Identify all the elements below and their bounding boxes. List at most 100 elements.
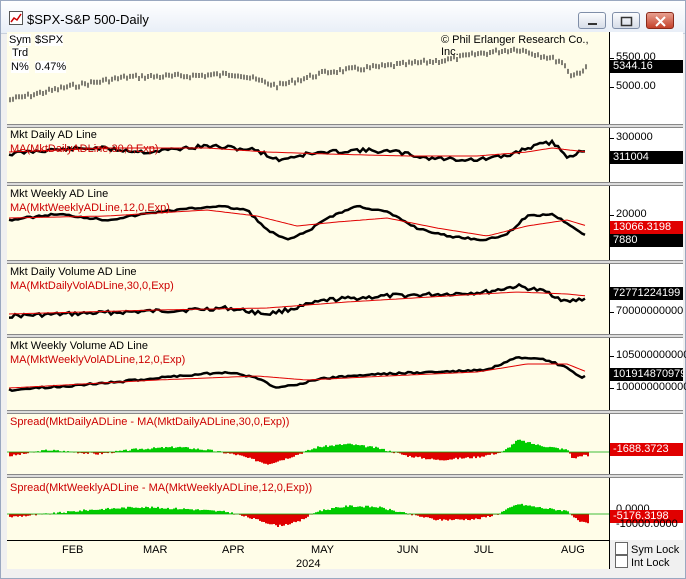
- spread-daily-bar: [83, 452, 85, 454]
- weekly-vol-plot[interactable]: Mkt Weekly Volume AD Line MA(MktWeeklyVo…: [7, 338, 610, 412]
- spread-daily-plot[interactable]: Spread(MktDailyADLine - MA(MktDailyADLin…: [7, 414, 610, 476]
- spread-daily-bar: [337, 444, 339, 452]
- int-lock-checkbox[interactable]: Int Lock: [615, 555, 670, 569]
- spread-daily-bar: [291, 452, 293, 458]
- spread-weekly-bar: [71, 511, 73, 514]
- date-axis[interactable]: FEB MAR APR MAY JUN JUL AUG 2024: [7, 540, 610, 570]
- daily-vol-plot[interactable]: Mkt Daily Volume AD Line MA(MktDailyVolA…: [7, 264, 610, 336]
- spread-weekly-bar: [415, 514, 417, 516]
- spread-weekly-bar: [35, 514, 37, 516]
- chart-app-icon: [9, 11, 23, 25]
- spread-daily-bar: [405, 452, 407, 456]
- spread-daily-bar: [447, 452, 449, 461]
- spread-daily-bar: [23, 452, 25, 454]
- spread-weekly-bar: [195, 509, 197, 514]
- spread-daily-bar: [427, 452, 429, 460]
- sym-lock-checkbox[interactable]: Sym Lock: [615, 542, 679, 556]
- spread-weekly-bar: [225, 512, 227, 514]
- weekly-ad-plot[interactable]: Mkt Weekly AD Line MA(MktWeeklyADLine,12…: [7, 186, 610, 262]
- spread-daily-bar: [217, 451, 219, 452]
- daily-ad-plot[interactable]: Mkt Daily AD Line MA(MktDailyADLine,30,0…: [7, 128, 610, 184]
- spread-weekly-bar: [471, 514, 473, 520]
- spread-weekly-bar: [319, 510, 321, 514]
- weekly-ad-panel[interactable]: Mkt Weekly AD Line MA(MktWeeklyADLine,12…: [7, 186, 683, 262]
- spread-weekly-bar: [257, 514, 259, 520]
- spread-weekly-bar: [327, 509, 329, 514]
- minimize-button[interactable]: [578, 12, 606, 29]
- spread-daily-bar: [169, 447, 171, 452]
- title-bar[interactable]: $SPX-S&P 500-Daily: [1, 1, 685, 34]
- spread-daily-bar: [81, 452, 83, 454]
- spread-weekly-bar: [485, 514, 487, 518]
- panel-separator[interactable]: [7, 182, 683, 186]
- close-button[interactable]: [646, 12, 674, 29]
- panel-separator[interactable]: [7, 260, 683, 264]
- weekly-ad-scale[interactable]: 20000 13066.3198 7880: [610, 186, 683, 262]
- daily-ad-ma-label: MA(MktDailyADLine,30,0,Exp): [10, 143, 159, 155]
- spread-weekly-bar: [97, 509, 99, 514]
- spread-weekly-bar: [151, 506, 153, 514]
- spread-weekly-bar: [549, 508, 551, 514]
- spread-weekly-bar: [263, 514, 265, 522]
- spread-weekly-bar: [315, 512, 317, 514]
- panel-separator[interactable]: [7, 334, 683, 338]
- price-scale[interactable]: 5500.00 5344.16 5000.00: [610, 32, 683, 126]
- daily-vol-panel[interactable]: Mkt Daily Volume AD Line MA(MktDailyVolA…: [7, 264, 683, 336]
- spread-weekly-bar: [267, 514, 269, 524]
- weekly-vol-panel[interactable]: Mkt Weekly Volume AD Line MA(MktWeeklyVo…: [7, 338, 686, 412]
- maximize-icon: [620, 16, 633, 27]
- spread-daily-bar: [51, 450, 53, 452]
- spread-daily-bar: [43, 450, 45, 452]
- spread-weekly-bar: [67, 511, 69, 514]
- spread-daily-bar: [373, 448, 375, 452]
- spread-weekly-last-value: -5176.3198: [610, 510, 683, 523]
- spread-daily-bar: [495, 452, 497, 455]
- spread-daily-scale[interactable]: -1688.3723: [610, 414, 683, 476]
- price-plot[interactable]: Sym $SPX Trd N% 0.47% © Phil Erlanger Re…: [7, 32, 610, 126]
- spread-weekly-bar: [23, 514, 25, 516]
- spread-daily-bar: [307, 449, 309, 452]
- spread-daily-bar: [295, 452, 297, 456]
- spread-daily-bar: [557, 448, 559, 452]
- spread-daily-bar: [159, 447, 161, 452]
- spread-weekly-panel[interactable]: Spread(MktWeeklyADLine - MA(MktWeeklyADL…: [7, 478, 683, 540]
- spread-daily-bar: [185, 446, 187, 452]
- maximize-button[interactable]: [612, 12, 640, 29]
- chart-area[interactable]: Sym $SPX Trd N% 0.47% © Phil Erlanger Re…: [7, 32, 686, 570]
- weekly-vol-label: Mkt Weekly Volume AD Line: [10, 340, 148, 352]
- spread-daily-bar: [331, 445, 333, 452]
- spread-weekly-bar: [177, 509, 179, 514]
- daily-vol-scale[interactable]: 72771224199 70000000000: [610, 264, 683, 336]
- int-lock-box[interactable]: [615, 555, 628, 568]
- daily-ad-scale[interactable]: 300000 311004: [610, 128, 683, 184]
- spread-weekly-bar: [207, 509, 209, 514]
- spread-weekly-bar: [555, 510, 557, 514]
- spread-daily-bar: [211, 449, 213, 452]
- spread-weekly-bar: [565, 510, 567, 514]
- spread-daily-bar: [309, 450, 311, 452]
- spread-weekly-bar: [275, 514, 277, 526]
- sym-lock-box[interactable]: [615, 542, 628, 555]
- spread-daily-bar: [125, 449, 127, 452]
- panel-separator[interactable]: [7, 124, 683, 128]
- spread-weekly-bar: [481, 514, 483, 518]
- panel-separator[interactable]: [7, 410, 683, 414]
- spread-weekly-bar: [197, 509, 199, 514]
- panel-separator[interactable]: [7, 474, 683, 478]
- spread-weekly-bar: [337, 507, 339, 514]
- spread-daily-panel[interactable]: Spread(MktDailyADLine - MA(MktDailyADLin…: [7, 414, 683, 476]
- spread-weekly-bar: [271, 514, 273, 525]
- spread-weekly-bar: [115, 508, 117, 514]
- weekly-vol-scale[interactable]: 105000000000 101914870979 100000000000: [610, 338, 686, 412]
- spread-daily-bar: [263, 452, 265, 464]
- daily-ad-panel[interactable]: Mkt Daily AD Line MA(MktDailyADLine,30,0…: [7, 128, 683, 184]
- spread-weekly-plot[interactable]: Spread(MktWeeklyADLine - MA(MktWeeklyADL…: [7, 478, 610, 540]
- spread-weekly-scale[interactable]: 0.0000 -5176.3198 -10000.0000: [610, 478, 683, 540]
- spread-weekly-bar: [139, 508, 141, 514]
- spread-daily-bar: [357, 445, 359, 452]
- spread-daily-bar: [379, 449, 381, 452]
- spread-daily-bar: [399, 452, 401, 454]
- spread-daily-bar: [551, 447, 553, 452]
- spread-weekly-bar: [329, 509, 331, 514]
- price-panel[interactable]: Sym $SPX Trd N% 0.47% © Phil Erlanger Re…: [7, 32, 683, 126]
